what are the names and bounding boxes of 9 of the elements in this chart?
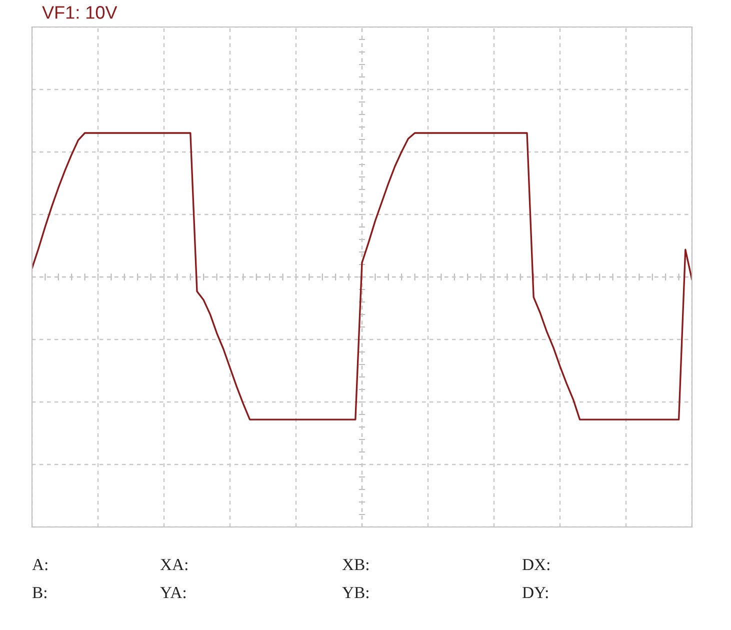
text: XB: <box>342 559 368 570</box>
text: A: <box>32 559 48 570</box>
text: DY: <box>522 587 548 598</box>
chart-title: VF1: 10V <box>42 6 118 19</box>
text: YA: <box>160 587 186 598</box>
text: DX: <box>522 559 550 570</box>
text: YB: <box>342 587 368 598</box>
text: B: <box>32 587 46 598</box>
text: XA: <box>160 559 188 570</box>
